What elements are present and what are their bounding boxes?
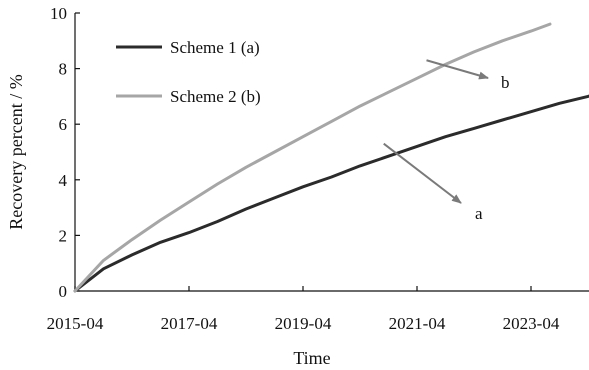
x-ticks: 2015-04 2017-04 2019-04 2021-04 2023-04 [47, 286, 560, 333]
y-tick-label: 4 [59, 171, 68, 190]
y-tick-label: 0 [59, 282, 68, 301]
x-axis-title: Time [293, 348, 330, 368]
y-axis-title: Recovery percent / % [6, 74, 26, 229]
legend-label-1: Scheme 1 (a) [170, 38, 260, 57]
x-tick-label: 2021-04 [389, 314, 446, 333]
annotation-arrow-a [383, 142, 462, 204]
y-tick-label: 10 [50, 4, 67, 23]
y-tick-label: 8 [59, 60, 68, 79]
legend-label-2: Scheme 2 (b) [170, 87, 261, 106]
y-ticks: 0 2 4 6 8 10 [50, 4, 80, 301]
x-tick-label: 2017-04 [161, 314, 218, 333]
series-line-2 [73, 22, 552, 293]
plot-area: 0 2 4 6 8 10 2015-04 2017-04 2019-04 2021-04 2023… [47, 4, 589, 333]
series-layer [73, 22, 589, 293]
annotation-layer: ab [383, 59, 510, 223]
annotation-label-b: b [501, 73, 510, 92]
x-tick-label: 2019-04 [275, 314, 332, 333]
y-tick-label: 2 [59, 226, 68, 245]
annotation-arrow-b [426, 59, 489, 80]
legend: Scheme 1 (a) Scheme 2 (b) [116, 38, 261, 106]
x-tick-label: 2023-04 [503, 314, 560, 333]
y-tick-label: 6 [59, 115, 68, 134]
annotation-label-a: a [475, 204, 483, 223]
series-line-1 [73, 94, 589, 293]
x-tick-label: 2015-04 [47, 314, 104, 333]
